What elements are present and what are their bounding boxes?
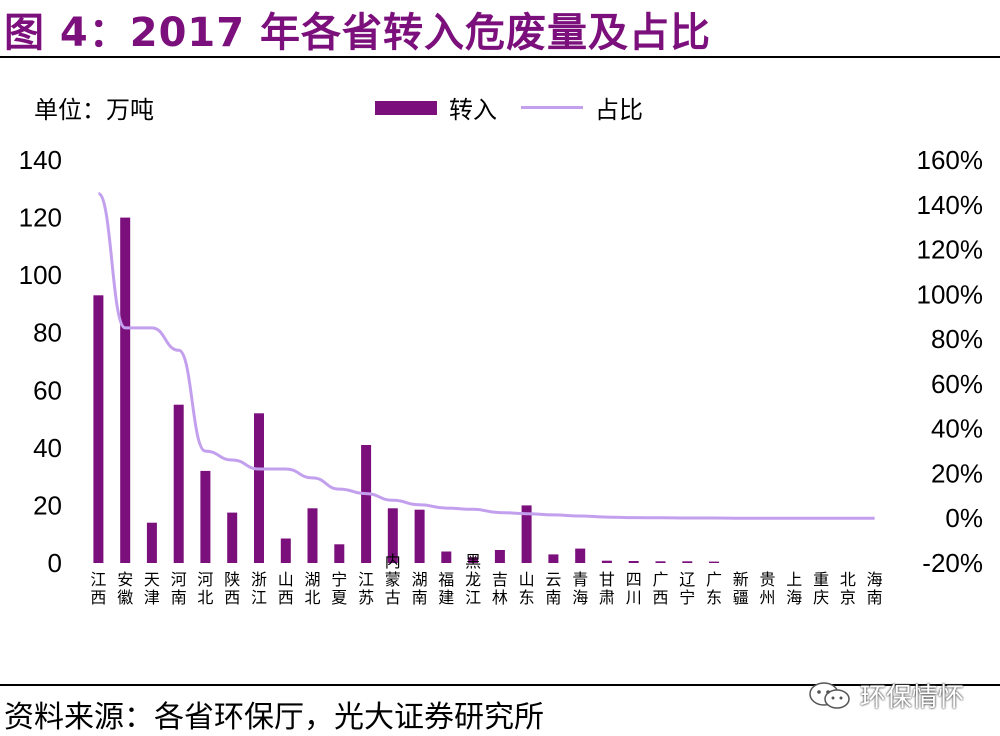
category-label: 湖南 — [412, 570, 428, 607]
category-label: 江西 — [90, 570, 106, 607]
legend-label-bar: 转入 — [449, 96, 497, 124]
left-axis-ticks: 0 20 40 60 80 100 120 140 — [19, 145, 62, 578]
category-label: 宁夏 — [331, 570, 347, 607]
bar-云南 — [548, 554, 559, 563]
bar-四川 — [628, 561, 639, 563]
right-tick-label: 60% — [931, 369, 983, 399]
bar-安徽 — [120, 217, 131, 563]
right-tick-label: 160% — [917, 145, 984, 175]
title-divider — [0, 56, 1000, 58]
category-label: 四川 — [626, 570, 642, 607]
category-label: 河南 — [171, 570, 187, 607]
watermark-text: 环保情怀 — [860, 683, 965, 713]
left-tick-label: 100 — [19, 260, 62, 290]
category-label: 山东 — [519, 570, 535, 607]
right-tick-label: 120% — [917, 235, 984, 265]
legend-label-line: 占比 — [595, 96, 643, 124]
bar-辽宁 — [682, 561, 693, 563]
category-label: 黑龙江 — [465, 552, 481, 607]
category-label: 江苏 — [358, 570, 374, 607]
bar-福建 — [441, 551, 452, 563]
page-title: 图 4：2017 年各省转入危废量及占比 — [4, 10, 712, 56]
category-label: 云南 — [545, 570, 561, 607]
bar-宁夏 — [334, 544, 345, 563]
bar-内蒙古 — [387, 508, 398, 563]
left-tick-label: 20 — [33, 490, 62, 520]
right-axis-ticks: -20% 0% 20% 40% 60% 80% 100% 120% 140% 160% — [917, 145, 984, 578]
ratio-line — [96, 192, 875, 520]
left-tick-label: 140 — [19, 145, 62, 175]
category-label: 广西 — [652, 570, 668, 607]
chart-legend: 转入 占比 — [375, 90, 643, 125]
bar-河北 — [200, 470, 211, 563]
left-tick-label: 40 — [33, 433, 62, 463]
right-tick-label: 20% — [931, 458, 983, 488]
bar-山西 — [280, 538, 291, 563]
right-tick-label: 100% — [917, 279, 984, 309]
right-tick-label: -20% — [922, 548, 983, 578]
bar-陕西 — [227, 512, 238, 563]
category-label: 新疆 — [733, 570, 749, 607]
bar-青海 — [575, 548, 586, 563]
legend-line-swatch — [521, 106, 583, 109]
category-label: 重庆 — [813, 570, 829, 607]
wechat-icon — [809, 681, 850, 709]
bar-甘肃 — [601, 560, 612, 563]
category-label: 上海 — [786, 570, 802, 607]
category-label: 北京 — [840, 570, 856, 607]
bar-天津 — [146, 522, 157, 563]
right-tick-label: 80% — [931, 324, 983, 354]
bar-山东 — [521, 505, 532, 563]
category-label: 湖北 — [304, 570, 320, 607]
category-label: 甘肃 — [599, 570, 615, 607]
category-label: 青海 — [572, 570, 588, 607]
source-divider — [0, 684, 1000, 686]
unit-label: 单位：万吨 — [34, 96, 154, 124]
left-tick-label: 120 — [19, 203, 62, 233]
category-labels: 江西安徽天津河南河北陕西浙江山西湖北宁夏江苏内蒙古湖南福建黑龙江吉林山东云南青海… — [90, 552, 882, 607]
bar-黑龙江 — [468, 557, 479, 563]
bar-浙江 — [254, 413, 264, 563]
bar-江苏 — [361, 445, 372, 563]
bar-江西 — [93, 295, 104, 563]
left-tick-label: 80 — [33, 318, 62, 348]
category-label: 海南 — [867, 570, 883, 607]
bar-series — [93, 217, 719, 563]
category-label: 山西 — [278, 570, 294, 607]
category-label: 辽宁 — [679, 570, 695, 607]
bar-湖南 — [414, 509, 425, 563]
left-tick-label: 60 — [33, 375, 62, 405]
source-note: 资料来源：各省环保厅，光大证券研究所 — [4, 700, 544, 735]
bar-河南 — [173, 404, 184, 563]
category-label: 浙江 — [251, 570, 267, 607]
category-label: 天津 — [144, 570, 160, 607]
category-label: 广东 — [706, 570, 722, 607]
left-tick-label: 0 — [48, 548, 62, 578]
bar-吉林 — [494, 550, 505, 563]
bar-广东 — [709, 561, 719, 563]
category-label: 贵州 — [759, 570, 775, 607]
category-label: 吉林 — [492, 570, 508, 607]
legend-bar-swatch — [375, 100, 437, 115]
bar-广西 — [655, 561, 666, 563]
watermark: 环保情怀 — [808, 677, 964, 714]
bar-湖北 — [307, 508, 318, 563]
category-label: 福建 — [438, 570, 454, 607]
category-label: 陕西 — [224, 570, 240, 607]
category-label: 安徽 — [117, 570, 133, 607]
right-tick-label: 40% — [931, 414, 983, 444]
right-tick-label: 140% — [917, 190, 984, 220]
right-tick-label: 0% — [945, 503, 983, 533]
category-label: 内蒙古 — [385, 552, 401, 607]
category-label: 河北 — [197, 570, 213, 607]
